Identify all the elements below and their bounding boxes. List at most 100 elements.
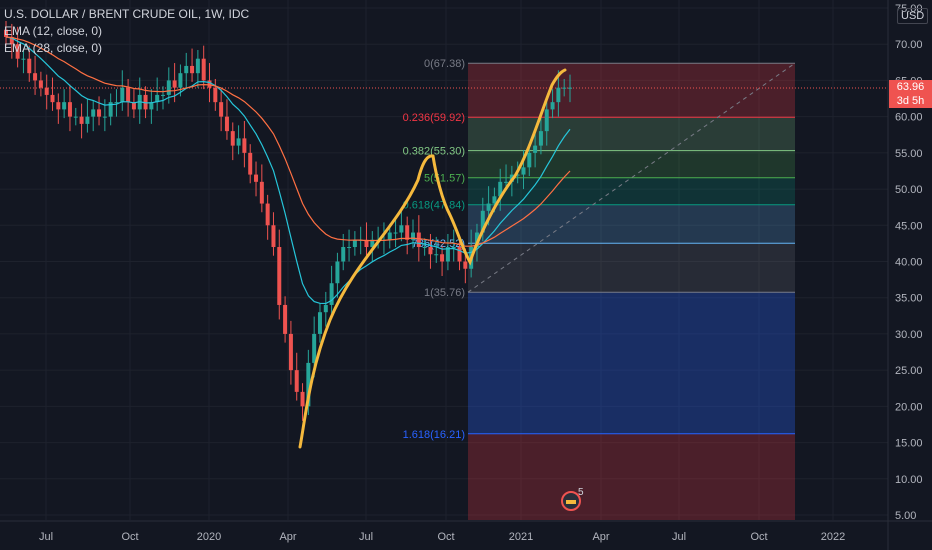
candle-body bbox=[329, 283, 334, 305]
candle-body bbox=[44, 87, 49, 95]
candle-body bbox=[556, 87, 561, 103]
candle-body bbox=[213, 87, 218, 103]
fib-band bbox=[468, 292, 795, 434]
candle-body bbox=[15, 44, 20, 59]
fibonacci-retracement[interactable]: 0(67.38) 0.236(59.92) 0.382(55.30) 5(51.57)… bbox=[0, 58, 888, 520]
candle-body bbox=[33, 73, 38, 81]
candle-body bbox=[445, 247, 450, 262]
candle-body bbox=[347, 247, 352, 249]
candle-body bbox=[265, 203, 270, 226]
x-tick-label: Jul bbox=[359, 531, 373, 543]
x-tick-label: Apr bbox=[279, 531, 296, 543]
legend: U.S. DOLLAR / BRENT CRUDE OIL, 1W, IDC E… bbox=[4, 6, 249, 57]
candle-body bbox=[56, 102, 61, 110]
candle-body bbox=[440, 254, 445, 262]
candle-body bbox=[405, 225, 410, 240]
candle-body bbox=[143, 94, 148, 110]
fib-label: 1(35.76) bbox=[424, 287, 465, 299]
candle-body bbox=[533, 145, 538, 153]
legend-ema-slow[interactable]: EMA (28, close, 0) bbox=[4, 41, 103, 55]
candle-body bbox=[97, 109, 102, 117]
candle-body bbox=[387, 232, 392, 240]
y-tick-label: 10.00 bbox=[895, 474, 923, 486]
y-tick-label: 50.00 bbox=[895, 184, 923, 196]
y-tick-label: 55.00 bbox=[895, 148, 923, 160]
candle-body bbox=[422, 247, 427, 249]
x-tick-label: Apr bbox=[592, 531, 609, 543]
currency-label[interactable]: USD bbox=[897, 8, 929, 24]
candle-body bbox=[85, 116, 90, 124]
candle-body bbox=[4, 29, 8, 37]
events-badge[interactable]: 5 bbox=[561, 487, 584, 511]
candle-body bbox=[544, 109, 549, 132]
candle-body bbox=[126, 87, 131, 103]
candle-body bbox=[9, 36, 14, 45]
candle-body bbox=[207, 80, 212, 88]
x-tick-label: Jul bbox=[672, 531, 686, 543]
x-tick-label: 2020 bbox=[197, 531, 221, 543]
x-tick-label: 2022 bbox=[821, 531, 845, 543]
fib-band bbox=[468, 117, 795, 151]
candle-body bbox=[393, 232, 398, 234]
candle-body bbox=[504, 181, 509, 183]
candle-body bbox=[364, 239, 369, 248]
flag-icon-stripe bbox=[566, 500, 576, 504]
candle-body bbox=[428, 247, 433, 255]
candle-body bbox=[562, 87, 567, 89]
candle-body bbox=[149, 102, 154, 110]
candle-body bbox=[312, 333, 317, 363]
candle-body bbox=[79, 116, 84, 124]
candle-body bbox=[457, 247, 462, 262]
y-tick-label: 75.00 bbox=[895, 3, 923, 15]
candle-body bbox=[492, 196, 497, 204]
x-tick-label: Oct bbox=[750, 531, 767, 543]
fib-band bbox=[468, 177, 795, 205]
fib-label: 0(67.38) bbox=[424, 58, 465, 70]
events-badge-count: 5 bbox=[578, 487, 584, 498]
candle-body bbox=[21, 58, 26, 60]
fib-label: 0.382(55.30) bbox=[403, 146, 465, 158]
candle-body bbox=[160, 94, 165, 96]
candle-body bbox=[242, 138, 247, 153]
drawings[interactable] bbox=[298, 68, 567, 449]
candle-body bbox=[102, 116, 107, 118]
candle-body bbox=[451, 247, 456, 249]
fib-label: 0.236(59.92) bbox=[403, 112, 465, 124]
y-tick-label: 70.00 bbox=[895, 39, 923, 51]
y-tick-label: 35.00 bbox=[895, 293, 923, 305]
candle-body bbox=[341, 247, 346, 262]
candle-body bbox=[166, 80, 171, 95]
candle-body bbox=[294, 370, 299, 392]
candle-body bbox=[288, 333, 293, 371]
fib-label: 5(51.57) bbox=[424, 173, 465, 185]
candle-body bbox=[254, 174, 259, 182]
candle-body bbox=[67, 102, 72, 117]
candle-body bbox=[498, 181, 503, 197]
candle-body bbox=[434, 254, 439, 256]
fib-band bbox=[468, 433, 795, 520]
candle-body bbox=[271, 225, 276, 248]
fib-band bbox=[468, 204, 795, 244]
countdown-label: 3d 5h bbox=[889, 94, 932, 108]
candle-body bbox=[73, 116, 78, 118]
y-tick-label: 30.00 bbox=[895, 329, 923, 341]
candle-body bbox=[178, 73, 183, 88]
legend-ema-fast[interactable]: EMA (12, close, 0) bbox=[4, 24, 103, 38]
candle-body bbox=[201, 58, 206, 81]
candle-body bbox=[184, 65, 189, 74]
y-tick-label: 20.00 bbox=[895, 401, 923, 413]
candle-body bbox=[306, 362, 311, 407]
candle-body bbox=[277, 247, 282, 305]
candle-body bbox=[538, 131, 543, 146]
candle-body bbox=[352, 239, 357, 248]
y-tick-label: 15.00 bbox=[895, 438, 923, 450]
candle-body bbox=[120, 87, 125, 103]
hand-drawn-path bbox=[298, 68, 567, 449]
candle-body bbox=[300, 391, 305, 407]
candle-body bbox=[236, 138, 241, 146]
candle-body bbox=[463, 261, 468, 269]
last-price-label: 63.96 bbox=[889, 80, 932, 94]
candle-body bbox=[195, 58, 200, 74]
candle-body bbox=[317, 312, 322, 334]
